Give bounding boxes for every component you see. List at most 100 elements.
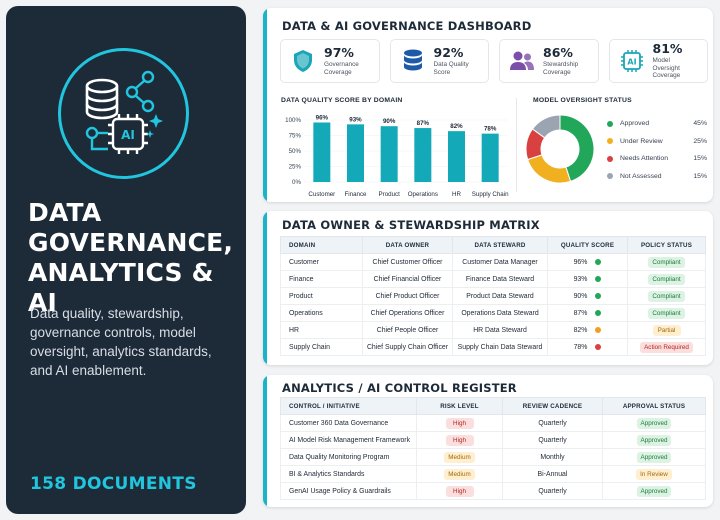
risk-badge: High (445, 417, 474, 429)
svg-text:AI: AI (627, 58, 636, 67)
column-header: CONTROL / INITIATIVE (280, 397, 417, 415)
column-header: DOMAIN (280, 236, 363, 254)
column-header: REVIEW CADENCE (502, 397, 603, 415)
kpi-data-quality-score: 92% Data Quality Score (389, 39, 489, 83)
domain-cell: Supply Chain (280, 338, 363, 356)
status-dot-icon (595, 276, 602, 282)
status-dot-icon (595, 293, 602, 299)
risk-level-cell: Medium (416, 448, 503, 466)
table-row: BI & Analytics Standards Medium Bi-Annual I… (280, 465, 706, 483)
x-tick-label: Customer (308, 191, 335, 198)
quality-score-cell: 87% (547, 304, 628, 322)
bar-value-label: 87% (417, 120, 430, 127)
quality-by-domain-bar-chart: 0% 25% 50% 75% 100% 96% Customer 93% Finance 90% P… (285, 114, 509, 198)
policy-status-cell: Action Required (627, 338, 706, 356)
status-badge: In Review (636, 468, 672, 480)
table-row: HR Chief People Officer HR Data Steward 82%… (280, 321, 706, 339)
policy-status-cell: Partial (627, 321, 706, 339)
governance-dashboard-card: DATA & AI GOVERNANCE DASHBOARD 97% Gover… (263, 8, 713, 202)
kpi-label: Model Oversight Coverage (652, 57, 681, 80)
data-ai-emblem-icon: AI (58, 48, 189, 179)
x-tick-label: HR (452, 191, 461, 198)
quality-score-cell: 96% (547, 253, 628, 271)
card-accent-bar (263, 375, 267, 507)
status-dot-icon (595, 259, 602, 265)
emblem-chip-label: AI (121, 128, 135, 142)
approval-status-cell: Approved (602, 414, 706, 432)
steward-cell: Supply Chain Data Steward (452, 338, 548, 356)
risk-level-cell: High (416, 482, 503, 500)
table-row: Customer 360 Data Governance High Quarterl… (280, 414, 706, 432)
donut-slice (527, 154, 572, 184)
quality-score-value: 93% (573, 275, 588, 283)
kpi-value: 81% (652, 41, 683, 57)
review-cadence-cell: Quarterly (502, 431, 603, 449)
control-name-cell: GenAI Usage Policy & Guardrails (280, 482, 417, 500)
domain-cell: Operations (280, 304, 363, 322)
risk-badge: High (445, 485, 474, 497)
steward-cell: Product Data Steward (452, 287, 548, 305)
y-tick-label: 0% (292, 179, 301, 186)
legend-swatch (607, 138, 613, 145)
column-header: APPROVAL STATUS (602, 397, 706, 415)
kpi-governance-coverage: 97% Governance Coverage (280, 39, 380, 83)
legend-item: Approved 45% (607, 115, 707, 133)
column-header: DATA STEWARD (452, 236, 548, 254)
bar (347, 124, 364, 182)
legend-label: Approved (620, 120, 650, 128)
review-cadence-cell: Quarterly (502, 482, 603, 500)
stewardship-matrix-card: DATA OWNER & STEWARDSHIP MATRIX DOMAIN D… (263, 211, 713, 365)
approval-status-cell: Approved (602, 482, 706, 500)
bar (481, 133, 499, 182)
policy-status-cell: Compliant (627, 287, 706, 305)
policy-status-cell: Compliant (627, 270, 706, 288)
approval-status-cell: Approved (602, 431, 706, 449)
status-dot-icon (595, 327, 602, 333)
quality-score-value: 87% (573, 309, 588, 317)
bar (448, 131, 465, 182)
legend-label: Needs Attention (620, 155, 668, 163)
legend-label: Under Review (620, 137, 663, 145)
legend-label: Not Assessed (620, 172, 662, 180)
owner-cell: Chief People Officer (362, 321, 453, 339)
review-cadence-cell: Monthly (502, 448, 603, 466)
status-badge: Compliant (648, 290, 685, 302)
table-header-row: DOMAIN DATA OWNER DATA STEWARD QUALITY S… (280, 236, 706, 254)
kpi-label: Stewardship Coverage (543, 61, 579, 76)
matrix-title: DATA OWNER & STEWARDSHIP MATRIX (282, 218, 540, 232)
table-row: Product Chief Product Officer Product Data… (280, 287, 706, 305)
risk-level-cell: Medium (416, 465, 503, 483)
owner-cell: Chief Customer Officer (362, 253, 453, 271)
status-badge: Approved (636, 485, 672, 497)
bar-value-label: 90% (383, 118, 396, 125)
kpi-value: 86% (543, 45, 573, 60)
status-badge: Approved (636, 434, 672, 446)
owner-cell: Chief Product Officer (362, 287, 453, 305)
approval-status-cell: In Review (602, 465, 706, 483)
status-dot-icon (595, 310, 602, 316)
kpi-value: 92% (433, 45, 464, 60)
table-row: Customer Chief Customer Officer Customer D… (280, 253, 706, 271)
kpi-label: Governance Coverage (324, 61, 359, 76)
approval-status-cell: Approved (602, 448, 706, 466)
column-header: RISK LEVEL (416, 397, 503, 415)
kpi-row: 97% Governance Coverage 92% Data Quality… (280, 39, 708, 83)
table-row: Finance Chief Financial Officer Finance Da… (280, 270, 706, 288)
legend-value: 25% (693, 137, 707, 145)
status-badge: Compliant (648, 307, 685, 319)
steward-cell: Customer Data Manager (452, 253, 548, 271)
x-tick-label: Finance (344, 191, 367, 198)
ai-chip-icon: AI (618, 47, 646, 75)
legend-item: Not Assessed 15% (607, 168, 707, 186)
kpi-label: Data Quality Score (433, 61, 469, 76)
kpi-model-oversight-coverage: AI 81% Model Oversight Coverage (608, 39, 708, 83)
policy-status-cell: Compliant (627, 304, 706, 322)
risk-level-cell: High (416, 431, 503, 449)
table-header-row: CONTROL / INITIATIVE RISK LEVEL REVIEW C… (280, 397, 706, 415)
column-header: QUALITY SCORE (547, 236, 628, 254)
x-tick-label: Operations (408, 191, 438, 198)
domain-cell: Product (280, 287, 363, 305)
legend-item: Under Review 25% (607, 133, 707, 151)
kpi-value: 97% (324, 45, 354, 60)
steward-cell: Finance Data Steward (452, 270, 548, 288)
